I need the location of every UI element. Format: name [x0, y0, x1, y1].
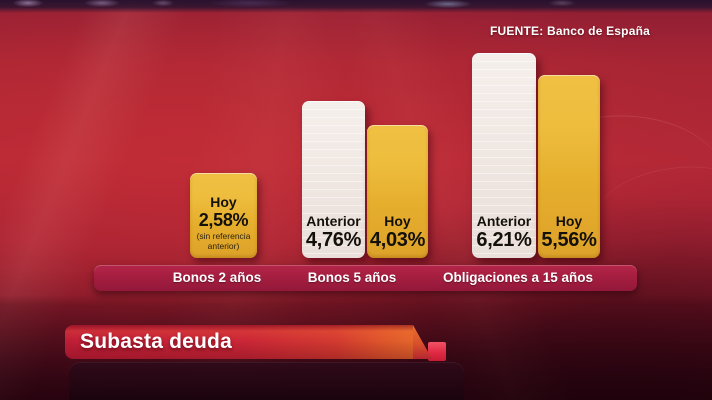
category-label-obligaciones-a-15-an-os: Obligaciones a 15 años — [442, 270, 594, 285]
bar-hoy-obligaciones-a-15-an-os: Hoy 5,56% — [538, 75, 600, 258]
blurred-studio-top-strip — [0, 0, 712, 13]
bar-label: Hoy — [384, 213, 411, 229]
bar-value: 6,21% — [476, 229, 532, 251]
bar-note: (sin referencia anterior) — [196, 230, 251, 251]
bar-label: Anterior — [306, 213, 361, 229]
bar-value: 4,76% — [305, 229, 362, 251]
bar-label: Anterior — [476, 213, 532, 229]
bar-anterior-bonos-5-an-os: Anterior 4,76% — [302, 101, 365, 258]
bar-value: 4,03% — [369, 229, 426, 251]
bar-hoy-bonos-2-an-os: Hoy 2,58% (sin referencia anterior) — [190, 173, 257, 258]
lower-third-dark-panel — [69, 362, 464, 400]
category-label-bonos-2-an-os: Bonos 2 años — [172, 270, 262, 285]
bar-hoy-bonos-5-an-os: Hoy 4,03% — [367, 125, 428, 258]
bar-label: Hoy — [555, 213, 583, 229]
bar-value: 5,56% — [541, 229, 597, 251]
source-label: FUENTE: Banco de España — [490, 24, 650, 38]
category-label-bonos-5-an-os: Bonos 5 años — [307, 270, 397, 285]
page-title: Subasta deuda — [80, 330, 232, 353]
bar-label: Hoy — [210, 193, 237, 210]
title-banner: Subasta deuda — [65, 325, 413, 359]
bar-anterior-obligaciones-a-15-an-os: Anterior 6,21% — [472, 53, 536, 258]
category-band: Bonos 2 años Bonos 5 años Obligaciones a 1… — [94, 265, 637, 291]
banner-notch-decoration — [428, 342, 446, 361]
bar-value: 2,58% — [198, 209, 249, 230]
